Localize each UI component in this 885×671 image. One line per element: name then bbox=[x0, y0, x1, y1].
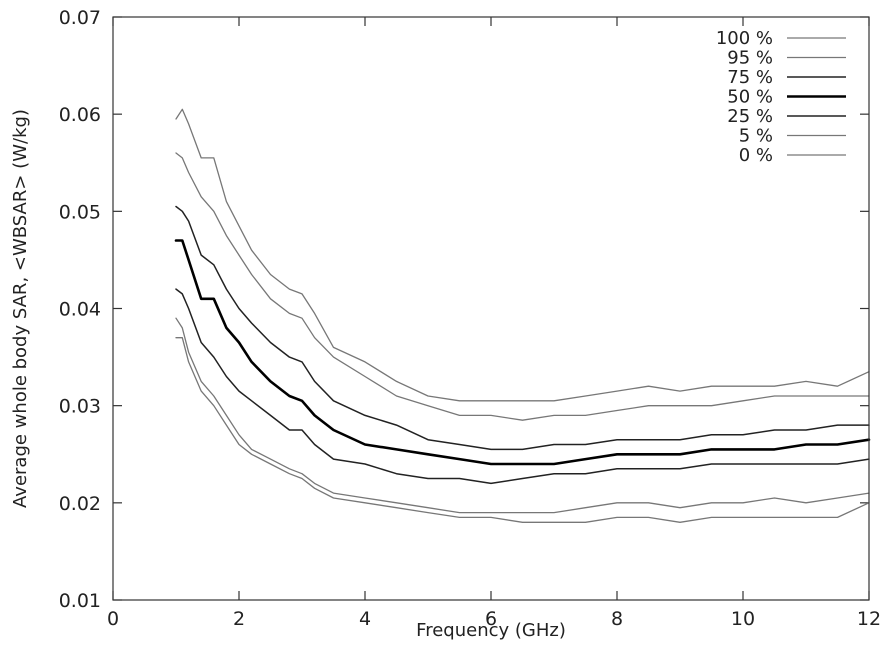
y-tick-label: 0.06 bbox=[59, 104, 101, 126]
x-tick-label: 2 bbox=[233, 608, 245, 630]
y-tick-label: 0.03 bbox=[59, 396, 101, 418]
x-tick-label: 4 bbox=[359, 608, 371, 630]
x-tick-label: 0 bbox=[107, 608, 119, 630]
x-axis-label: Frequency (GHz) bbox=[416, 620, 566, 641]
legend-label: 75 % bbox=[727, 67, 773, 88]
series-line-2 bbox=[175, 205, 870, 451]
legend-label: 50 % bbox=[727, 87, 773, 108]
y-tick-label: 0.07 bbox=[59, 7, 101, 29]
series-lines bbox=[174, 108, 871, 523]
legend-label: 25 % bbox=[727, 106, 773, 127]
legend: 100 %95 %75 %50 %25 %5 %0 % bbox=[716, 28, 846, 166]
legend-label: 95 % bbox=[727, 48, 773, 69]
legend-label: 100 % bbox=[716, 28, 773, 49]
series-line-5 bbox=[175, 317, 870, 514]
y-axis-label: Average whole body SAR, <WBSAR> (W/kg) bbox=[10, 109, 31, 508]
series-line-1 bbox=[175, 152, 870, 421]
series-line-3 bbox=[174, 239, 871, 466]
series-line-6 bbox=[175, 337, 870, 523]
x-tick-label: 12 bbox=[857, 608, 881, 630]
legend-label: 5 % bbox=[739, 126, 773, 147]
x-tick-label: 6 bbox=[485, 608, 497, 630]
x-tick-label: 10 bbox=[731, 608, 755, 630]
x-tick-label: 8 bbox=[611, 608, 623, 630]
series-line-4 bbox=[175, 288, 870, 485]
legend-label: 0 % bbox=[739, 145, 773, 166]
y-tick-label: 0.04 bbox=[59, 299, 101, 321]
plot-frame bbox=[112, 16, 870, 601]
series-line-0 bbox=[175, 108, 870, 402]
y-tick-label: 0.01 bbox=[59, 590, 101, 612]
y-tick-label: 0.02 bbox=[59, 493, 101, 515]
y-tick-label: 0.05 bbox=[59, 201, 101, 223]
